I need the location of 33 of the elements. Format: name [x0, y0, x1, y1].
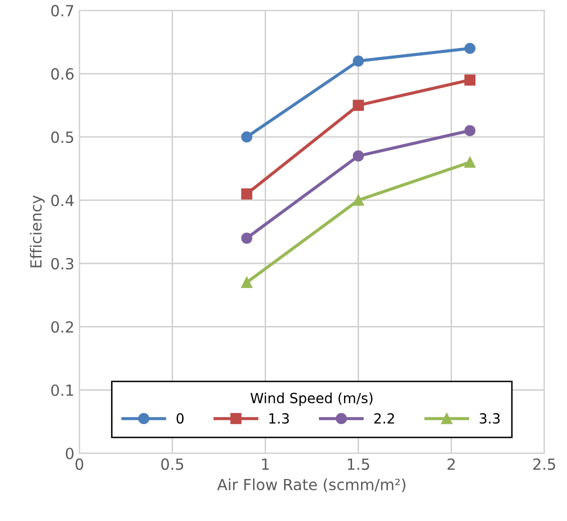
point	[241, 232, 252, 244]
point	[352, 55, 364, 67]
point	[241, 131, 252, 143]
y-tick-label: 0.7	[51, 4, 74, 16]
legend-label: 1.3	[269, 413, 289, 424]
point	[241, 188, 252, 200]
point	[464, 74, 476, 86]
point	[464, 42, 476, 54]
point	[241, 276, 252, 288]
point	[352, 100, 364, 111]
y-tick-label: 0.2	[51, 321, 73, 333]
y-tick-label: 0.4	[51, 194, 74, 206]
legend-label: 0	[176, 413, 184, 424]
x-tick-label: 1.5	[348, 458, 370, 470]
point	[352, 150, 364, 162]
point	[464, 125, 476, 136]
point	[464, 156, 476, 168]
x-tick-label: 1	[262, 458, 269, 470]
x-tick-label: 2	[448, 458, 455, 470]
y-tick-label: 0	[66, 448, 74, 460]
y-tick-label: 0.6	[51, 68, 74, 80]
x-tick-label: 0	[76, 458, 84, 470]
legend-label: 3.3	[480, 413, 500, 424]
y-tick-label: 0.3	[51, 258, 74, 270]
legend-title: Wind Speed (m/s)	[250, 392, 372, 406]
y-axis-title: Efficiency	[30, 195, 45, 268]
y-tick-label: 0.1	[51, 384, 74, 396]
y-tick-label: 0.5	[51, 131, 74, 143]
x-axis-title: Air Flow Rate (scmm/m²)	[217, 478, 406, 492]
x-tick-label: 0.5	[161, 458, 184, 470]
point	[352, 194, 364, 206]
x-tick-label: 2.5	[533, 458, 556, 470]
legend-label: 2.2	[374, 413, 394, 424]
